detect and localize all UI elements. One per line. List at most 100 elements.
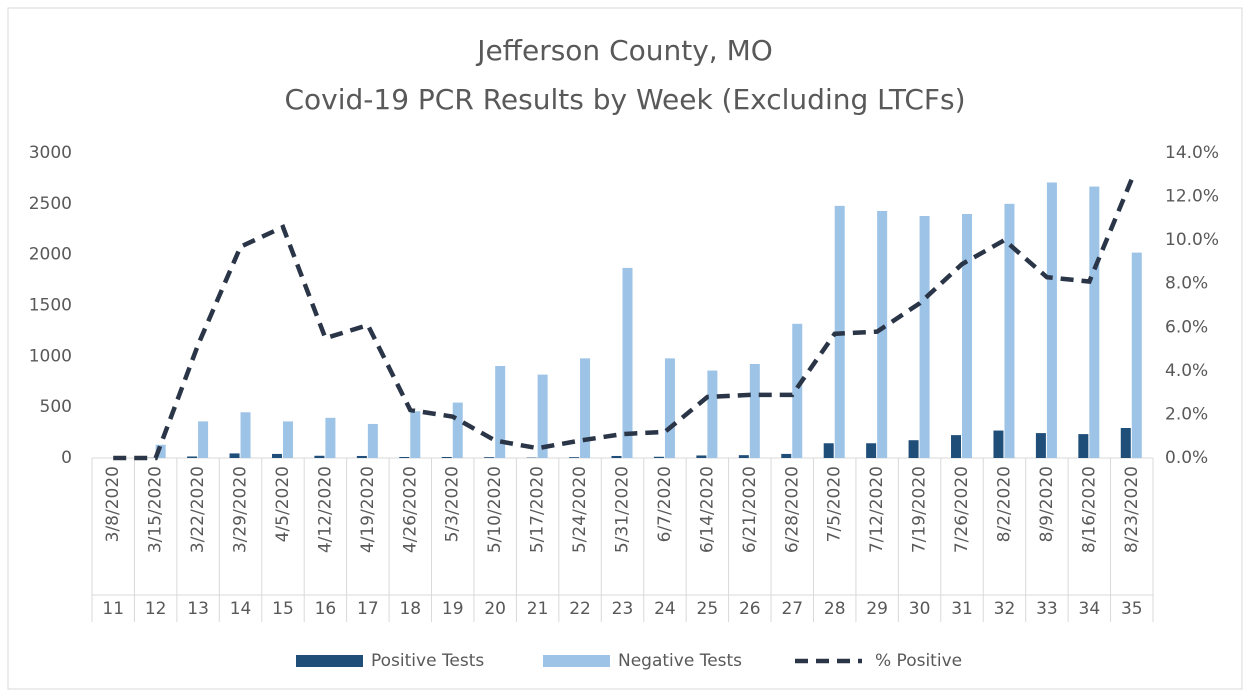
week-label: 28 bbox=[824, 599, 846, 619]
legend-swatch bbox=[543, 655, 610, 667]
week-label: 21 bbox=[527, 599, 549, 619]
bar bbox=[1046, 182, 1057, 458]
x-tick-label: 3/15/2020 bbox=[146, 466, 166, 553]
bar bbox=[356, 455, 367, 458]
bar bbox=[622, 267, 633, 458]
bar bbox=[664, 358, 675, 458]
bar bbox=[951, 435, 962, 458]
x-tick-label: 7/19/2020 bbox=[910, 466, 930, 553]
bar bbox=[866, 443, 877, 458]
bar bbox=[441, 456, 452, 458]
y-tick-label: 500 bbox=[40, 397, 72, 417]
x-tick-label: 4/12/2020 bbox=[315, 466, 335, 553]
y2-tick-label: 12.0% bbox=[1165, 187, 1219, 207]
week-label: 11 bbox=[102, 599, 124, 619]
x-tick-label: 5/17/2020 bbox=[528, 466, 548, 553]
legend-label: % Positive bbox=[875, 651, 962, 671]
bar bbox=[1078, 434, 1089, 458]
week-label: 20 bbox=[484, 599, 506, 619]
legend-label: Negative Tests bbox=[618, 651, 742, 671]
week-label: 32 bbox=[994, 599, 1016, 619]
week-label: 30 bbox=[909, 599, 931, 619]
y-tick-label: 2000 bbox=[29, 245, 72, 265]
bar bbox=[410, 411, 421, 458]
y-tick-label: 1500 bbox=[29, 296, 72, 316]
bar bbox=[1035, 433, 1046, 458]
bar bbox=[993, 430, 1004, 458]
y2-tick-label: 4.0% bbox=[1165, 361, 1208, 381]
y-tick-label: 2500 bbox=[29, 194, 72, 214]
y2-tick-label: 8.0% bbox=[1165, 274, 1208, 294]
x-tick-label: 6/14/2020 bbox=[697, 466, 717, 553]
bar bbox=[282, 421, 293, 458]
bar bbox=[580, 358, 591, 458]
x-tick-label: 6/7/2020 bbox=[655, 466, 675, 542]
bar bbox=[781, 453, 792, 458]
bar bbox=[240, 412, 251, 458]
bar bbox=[537, 374, 548, 458]
bar bbox=[738, 455, 749, 458]
week-label: 22 bbox=[569, 599, 591, 619]
x-tick-label: 7/26/2020 bbox=[952, 466, 972, 553]
week-label: 17 bbox=[357, 599, 379, 619]
bar bbox=[962, 214, 973, 458]
bar bbox=[271, 453, 282, 458]
week-label: 12 bbox=[145, 599, 167, 619]
week-label: 33 bbox=[1036, 599, 1058, 619]
week-label: 18 bbox=[399, 599, 421, 619]
line-series bbox=[113, 178, 1134, 461]
x-tick-label: 8/23/2020 bbox=[1122, 466, 1142, 553]
x-tick-label: 4/19/2020 bbox=[358, 466, 378, 553]
week-label: 27 bbox=[781, 599, 803, 619]
bar bbox=[569, 457, 580, 458]
week-label: 19 bbox=[442, 599, 464, 619]
x-tick-label: 5/24/2020 bbox=[570, 466, 590, 553]
x-tick-label: 3/29/2020 bbox=[231, 466, 251, 553]
x-tick-label: 8/16/2020 bbox=[1079, 466, 1099, 553]
y2-tick-label: 2.0% bbox=[1165, 404, 1208, 424]
week-label: 23 bbox=[612, 599, 634, 619]
bar bbox=[919, 216, 930, 458]
bar bbox=[495, 365, 506, 458]
week-label: 26 bbox=[739, 599, 761, 619]
bar bbox=[696, 455, 707, 458]
week-label: 31 bbox=[951, 599, 973, 619]
bar bbox=[399, 456, 410, 458]
x-tick-label: 4/26/2020 bbox=[400, 466, 420, 553]
bar bbox=[452, 402, 463, 458]
x-tick-label: 4/5/2020 bbox=[273, 466, 293, 542]
week-label: 24 bbox=[654, 599, 676, 619]
chart-subtitle: Covid-19 PCR Results by Week (Excluding … bbox=[284, 83, 965, 116]
week-label: 13 bbox=[187, 599, 209, 619]
x-tick-label: 6/28/2020 bbox=[782, 466, 802, 553]
y2-tick-label: 10.0% bbox=[1165, 230, 1219, 250]
bar bbox=[877, 210, 888, 458]
bar bbox=[198, 421, 209, 458]
y2-tick-label: 14.0% bbox=[1165, 143, 1219, 163]
chart-title: Jefferson County, MO bbox=[475, 34, 773, 67]
bar bbox=[707, 370, 718, 458]
week-label: 14 bbox=[230, 599, 252, 619]
bar bbox=[367, 423, 378, 458]
bar bbox=[792, 323, 803, 458]
week-label: 15 bbox=[272, 599, 294, 619]
legend-label: Positive Tests bbox=[371, 651, 484, 671]
y-tick-label: 3000 bbox=[29, 143, 72, 163]
week-label: 29 bbox=[866, 599, 888, 619]
bar bbox=[908, 440, 919, 458]
bar bbox=[1004, 203, 1015, 458]
legend-swatch bbox=[296, 655, 363, 667]
x-tick-label: 3/22/2020 bbox=[188, 466, 208, 553]
bar bbox=[653, 456, 664, 458]
y-tick-label: 0 bbox=[61, 448, 72, 468]
bar bbox=[187, 456, 198, 458]
bar bbox=[611, 455, 622, 458]
bar bbox=[314, 455, 325, 458]
week-label: 35 bbox=[1121, 599, 1143, 619]
y2-tick-label: 6.0% bbox=[1165, 317, 1208, 337]
bar bbox=[1131, 252, 1142, 458]
week-label: 34 bbox=[1079, 599, 1101, 619]
y2-tick-label: 0.0% bbox=[1165, 448, 1208, 468]
